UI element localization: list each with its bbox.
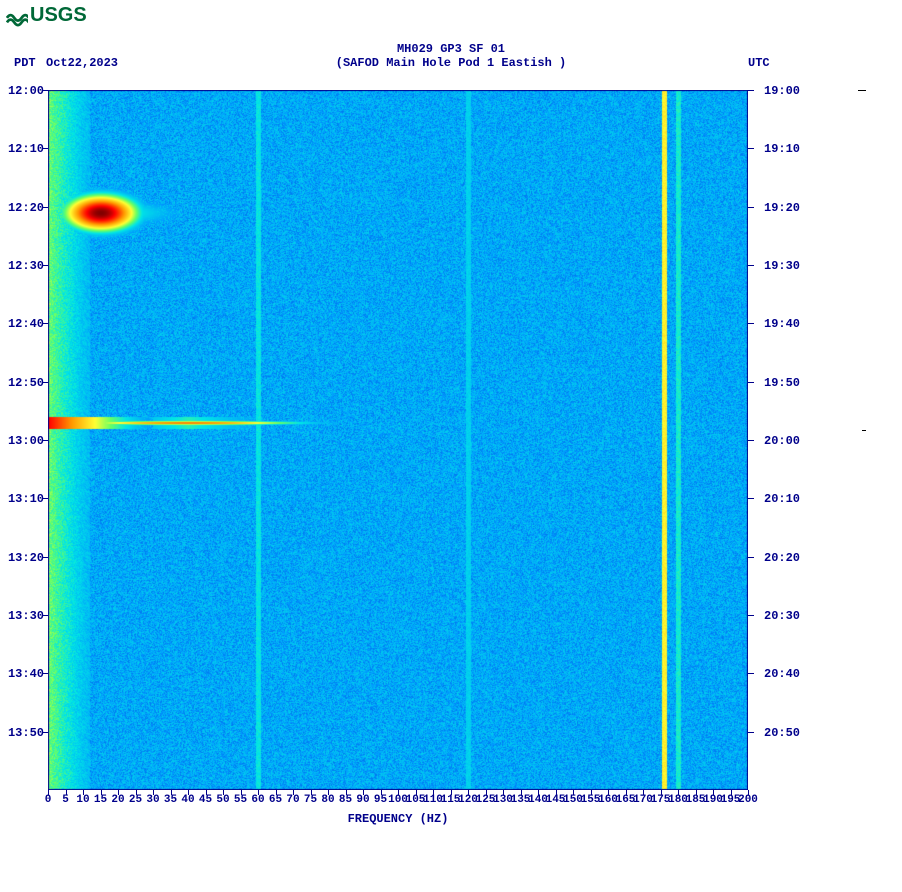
ytick-left: 13:00 — [4, 434, 44, 448]
xtick: 60 — [251, 794, 264, 806]
xtick: 5 — [62, 794, 69, 806]
ytick-right: 20:30 — [764, 609, 800, 623]
xtick: 65 — [269, 794, 282, 806]
ytick-right: 19:10 — [764, 142, 800, 156]
spectrogram-canvas — [48, 90, 748, 790]
xtick: 200 — [738, 794, 758, 806]
ytick-right: 20:20 — [764, 551, 800, 565]
ytick-right: 19:20 — [764, 201, 800, 215]
ytick-left: 13:20 — [4, 551, 44, 565]
xtick: 50 — [216, 794, 229, 806]
ytick-left: 12:00 — [4, 84, 44, 98]
ytick-right: 20:00 — [764, 434, 800, 448]
ytick-right: 19:40 — [764, 317, 800, 331]
xtick: 55 — [234, 794, 247, 806]
ytick-right: 19:50 — [764, 376, 800, 390]
ytick-right: 20:40 — [764, 667, 800, 681]
ytick-left: 12:10 — [4, 142, 44, 156]
ytick-left: 13:30 — [4, 609, 44, 623]
left-tz-label: PDT — [14, 56, 36, 70]
xtick: 80 — [321, 794, 334, 806]
x-axis-label: FREQUENCY (HZ) — [348, 812, 449, 826]
side-bar — [858, 90, 866, 790]
xtick: 85 — [339, 794, 352, 806]
ytick-left: 12:20 — [4, 201, 44, 215]
ytick-left: 13:10 — [4, 492, 44, 506]
spectrogram-plot — [48, 90, 748, 790]
xtick: 30 — [146, 794, 159, 806]
wave-icon — [6, 5, 28, 27]
xtick: 35 — [164, 794, 177, 806]
ytick-left: 13:50 — [4, 726, 44, 740]
ytick-right: 20:10 — [764, 492, 800, 506]
xtick: 0 — [45, 794, 52, 806]
ytick-right: 20:50 — [764, 726, 800, 740]
usgs-logo: USGS — [6, 4, 87, 27]
ytick-left: 12:30 — [4, 259, 44, 273]
xtick: 20 — [111, 794, 124, 806]
ytick-right: 19:30 — [764, 259, 800, 273]
xtick: 25 — [129, 794, 142, 806]
logo-text: USGS — [30, 4, 87, 27]
xtick: 70 — [286, 794, 299, 806]
ytick-left: 12:40 — [4, 317, 44, 331]
xtick: 10 — [76, 794, 89, 806]
xtick: 45 — [199, 794, 212, 806]
xtick: 75 — [304, 794, 317, 806]
xtick: 15 — [94, 794, 107, 806]
ytick-right: 19:00 — [764, 84, 800, 98]
xtick: 40 — [181, 794, 194, 806]
ytick-left: 13:40 — [4, 667, 44, 681]
right-tz-label: UTC — [748, 56, 770, 70]
xtick: 90 — [356, 794, 369, 806]
ytick-left: 12:50 — [4, 376, 44, 390]
chart-title-1: MH029 GP3 SF 01 — [0, 42, 902, 56]
date-label: Oct22,2023 — [46, 56, 118, 70]
xtick: 95 — [374, 794, 387, 806]
